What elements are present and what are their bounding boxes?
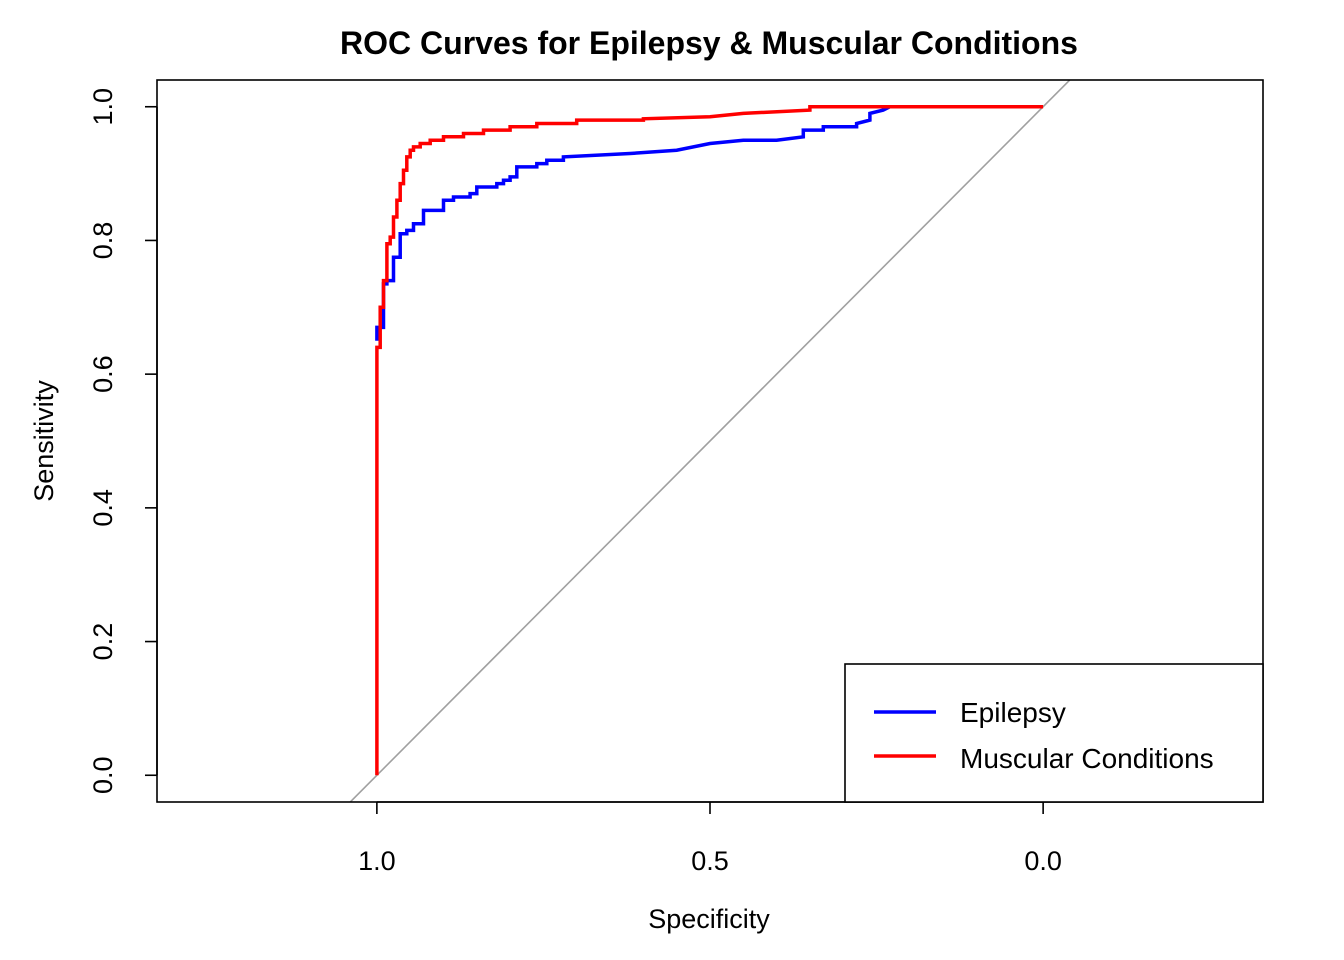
y-tick-label: 0.2 bbox=[88, 623, 118, 661]
y-tick-label: 0.0 bbox=[88, 756, 118, 794]
y-tick-label: 0.6 bbox=[88, 355, 118, 393]
series-line-epilepsy bbox=[375, 105, 891, 341]
y-tick-label: 0.4 bbox=[88, 489, 118, 527]
y-axis-label: Sensitivity bbox=[29, 380, 59, 502]
legend-label-epilepsy: Epilepsy bbox=[960, 697, 1066, 728]
y-tick-label: 0.8 bbox=[88, 222, 118, 260]
reference-diagonal-line bbox=[349, 80, 1071, 802]
x-tick-label: 1.0 bbox=[358, 846, 396, 876]
x-axis-label: Specificity bbox=[648, 904, 770, 934]
y-tick-label: 1.0 bbox=[88, 88, 118, 126]
x-axis: 1.0 0.5 0.0 bbox=[358, 801, 1062, 876]
x-tick-label: 0.0 bbox=[1024, 846, 1062, 876]
series-line-muscular-conditions bbox=[375, 104, 1044, 776]
legend-label-muscular-conditions: Muscular Conditions bbox=[960, 743, 1214, 774]
x-tick-label: 0.5 bbox=[691, 846, 729, 876]
legend: Epilepsy Muscular Conditions bbox=[844, 663, 1264, 803]
chart-title: ROC Curves for Epilepsy & Muscular Condi… bbox=[340, 25, 1078, 61]
legend-box bbox=[844, 663, 1264, 803]
y-axis: 0.0 0.2 0.4 0.6 0.8 1.0 bbox=[88, 88, 158, 794]
